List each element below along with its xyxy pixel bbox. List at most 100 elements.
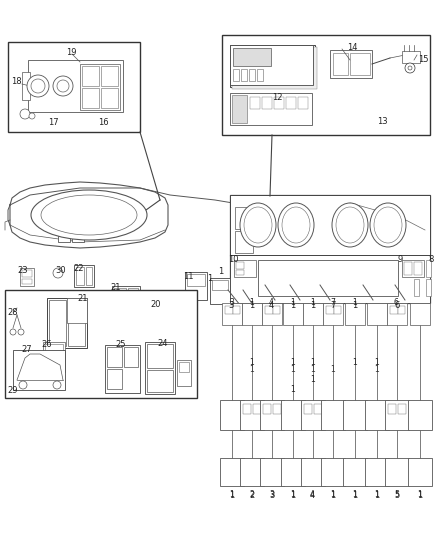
Circle shape	[408, 66, 412, 70]
Text: 9: 9	[398, 255, 403, 264]
Circle shape	[53, 76, 73, 96]
Bar	[225, 306, 233, 314]
Bar	[76, 267, 84, 285]
Bar	[321, 458, 345, 486]
Text: 1: 1	[310, 298, 315, 307]
Text: 3: 3	[229, 298, 234, 307]
Text: 1: 1	[310, 358, 315, 367]
Text: 2: 2	[249, 491, 254, 500]
Bar	[408, 458, 432, 486]
Circle shape	[53, 381, 61, 389]
Bar	[330, 50, 372, 78]
Bar	[185, 272, 207, 300]
Bar	[179, 362, 189, 372]
Bar	[8, 42, 140, 132]
Text: 6: 6	[394, 301, 399, 310]
Text: 4: 4	[269, 298, 274, 307]
Bar	[105, 345, 140, 393]
Bar	[260, 458, 284, 486]
Text: 27: 27	[21, 345, 32, 354]
Text: 7: 7	[330, 301, 336, 310]
Bar	[281, 458, 305, 486]
Bar	[365, 400, 389, 430]
Text: 1: 1	[352, 298, 357, 307]
Bar	[303, 303, 323, 325]
Text: 21: 21	[77, 294, 88, 303]
Text: 1: 1	[310, 301, 315, 310]
Text: 1: 1	[249, 298, 254, 307]
Bar	[240, 400, 264, 430]
Text: 1: 1	[417, 491, 422, 500]
Bar	[112, 286, 140, 318]
Bar	[402, 51, 420, 63]
Circle shape	[19, 381, 27, 389]
Bar	[333, 53, 348, 75]
Bar	[220, 458, 244, 486]
Text: 3: 3	[228, 301, 233, 310]
Text: 25: 25	[115, 340, 126, 349]
Bar	[398, 404, 406, 414]
Bar	[286, 97, 296, 109]
Bar	[148, 305, 172, 333]
Bar	[22, 72, 30, 100]
Text: 1: 1	[352, 491, 357, 500]
Bar	[281, 400, 305, 430]
Text: 22: 22	[73, 264, 84, 273]
Text: 20: 20	[150, 300, 160, 309]
Bar	[301, 458, 325, 486]
Text: 12: 12	[272, 93, 283, 102]
Bar	[230, 45, 315, 87]
Circle shape	[53, 268, 63, 278]
Text: 23: 23	[17, 266, 28, 275]
Bar	[128, 288, 138, 316]
Bar	[22, 279, 32, 284]
Bar	[220, 400, 244, 430]
Bar	[283, 303, 303, 325]
Ellipse shape	[282, 207, 310, 243]
Text: 15: 15	[418, 55, 428, 64]
Bar	[398, 306, 405, 314]
Ellipse shape	[31, 190, 147, 240]
Text: 26: 26	[41, 340, 52, 349]
Text: 1: 1	[330, 491, 335, 500]
Bar	[107, 347, 122, 367]
Bar	[101, 88, 118, 108]
Text: 1: 1	[290, 385, 295, 394]
Bar	[80, 64, 120, 110]
Bar	[28, 60, 123, 112]
Circle shape	[27, 75, 49, 97]
Bar	[67, 298, 87, 323]
Bar	[20, 268, 34, 286]
Bar	[58, 230, 70, 242]
Text: 19: 19	[66, 48, 77, 57]
Bar	[260, 400, 284, 430]
Bar	[233, 306, 240, 314]
Bar	[230, 195, 430, 303]
Circle shape	[20, 109, 30, 119]
Circle shape	[57, 80, 69, 92]
Bar	[326, 306, 334, 314]
Text: 5: 5	[394, 490, 399, 499]
Bar	[49, 300, 66, 346]
Bar	[124, 347, 138, 367]
Bar	[243, 404, 251, 414]
Bar	[114, 288, 126, 316]
Bar	[343, 458, 367, 486]
Bar	[230, 195, 430, 255]
Bar	[145, 342, 175, 394]
Bar	[187, 274, 205, 286]
Text: 1: 1	[290, 298, 295, 307]
Text: 4: 4	[310, 490, 315, 499]
Bar	[235, 231, 253, 253]
Bar	[147, 344, 173, 368]
Ellipse shape	[370, 203, 406, 247]
Text: 1: 1	[330, 490, 335, 499]
Bar	[414, 279, 419, 296]
Bar	[301, 400, 325, 430]
Bar	[426, 279, 431, 296]
Bar	[233, 69, 239, 81]
Text: 1: 1	[374, 365, 379, 374]
Text: 28: 28	[7, 308, 18, 317]
Bar	[253, 404, 261, 414]
Text: 11: 11	[183, 272, 194, 281]
